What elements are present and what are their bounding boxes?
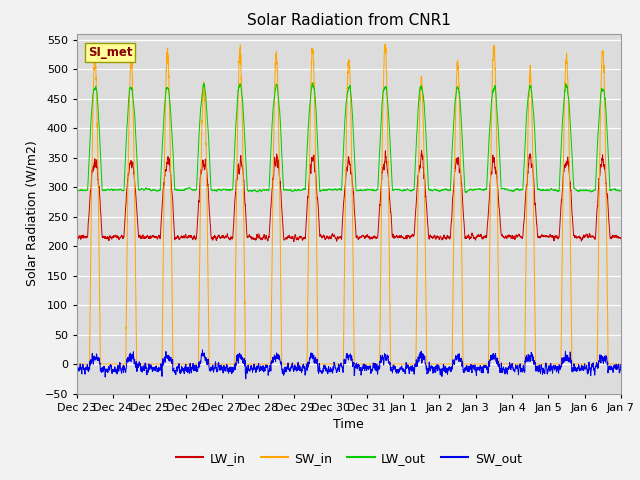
SW_in: [502, 361, 509, 367]
Line: LW_in: LW_in: [77, 151, 621, 241]
SW_out: [441, 368, 449, 374]
LW_in: [441, 235, 449, 241]
SW_out: [171, 370, 179, 376]
LW_in: [290, 239, 298, 244]
Line: SW_out: SW_out: [77, 350, 621, 379]
SW_out: [73, 363, 81, 369]
Y-axis label: Solar Radiation (W/m2): Solar Radiation (W/m2): [26, 141, 39, 287]
Title: Solar Radiation from CNR1: Solar Radiation from CNR1: [247, 13, 451, 28]
Line: LW_out: LW_out: [77, 83, 621, 192]
SW_in: [381, 41, 389, 47]
SW_in: [441, 361, 449, 367]
LW_in: [418, 148, 426, 154]
SW_in: [617, 361, 625, 367]
SW_out: [198, 347, 206, 353]
SW_out: [329, 370, 337, 376]
SW_out: [616, 366, 624, 372]
LW_in: [471, 235, 479, 240]
LW_in: [617, 235, 625, 241]
Text: SI_met: SI_met: [88, 46, 132, 59]
SW_in: [73, 361, 81, 367]
Line: SW_in: SW_in: [77, 44, 621, 364]
X-axis label: Time: Time: [333, 418, 364, 431]
SW_in: [616, 361, 624, 367]
SW_out: [502, 365, 509, 371]
LW_out: [617, 188, 625, 193]
SW_in: [328, 361, 336, 367]
LW_out: [171, 183, 179, 189]
LW_in: [502, 233, 509, 239]
LW_out: [308, 80, 316, 85]
SW_in: [471, 361, 479, 367]
LW_out: [329, 187, 337, 192]
SW_out: [471, 363, 479, 369]
SW_out: [242, 376, 250, 382]
LW_in: [329, 231, 337, 237]
LW_out: [463, 190, 470, 195]
LW_out: [471, 187, 479, 192]
LW_out: [441, 187, 449, 192]
LW_out: [502, 187, 509, 193]
Legend: LW_in, SW_in, LW_out, SW_out: LW_in, SW_in, LW_out, SW_out: [171, 447, 527, 469]
SW_in: [171, 361, 179, 367]
LW_out: [73, 188, 81, 193]
LW_in: [616, 236, 624, 241]
LW_in: [171, 233, 179, 239]
SW_out: [617, 361, 625, 367]
LW_out: [616, 188, 624, 193]
LW_in: [73, 234, 81, 240]
